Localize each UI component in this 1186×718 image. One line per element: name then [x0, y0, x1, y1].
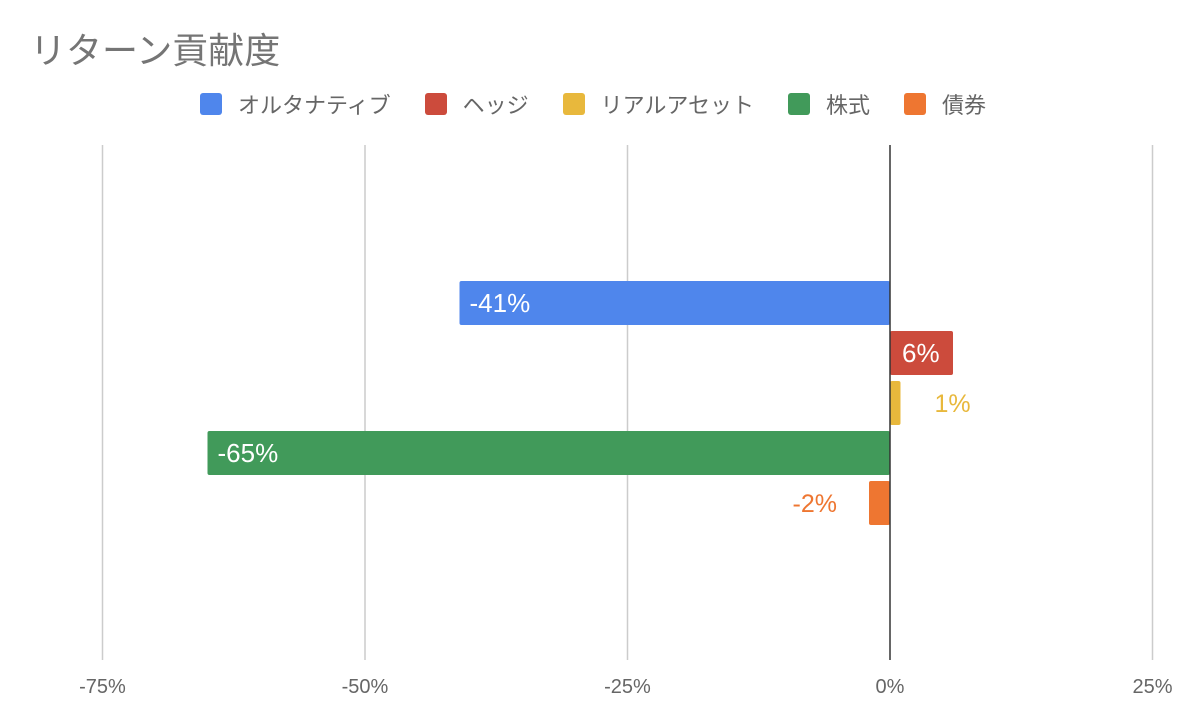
- x-tick-label: -25%: [604, 676, 651, 698]
- bar: [890, 331, 953, 375]
- legend-label: 株式: [826, 93, 871, 118]
- legend-swatch: [424, 93, 447, 115]
- legend-swatch: [199, 93, 222, 115]
- legend-swatch: [788, 93, 810, 115]
- bar: [459, 281, 890, 325]
- legend-label: リアルアセット: [600, 93, 754, 118]
- bar: [869, 481, 890, 525]
- legend-swatch: [562, 93, 585, 115]
- chart-title: リターン貢献度: [30, 30, 281, 71]
- data-label: 1%: [935, 390, 971, 418]
- legend-label: オルタナティブ: [237, 93, 391, 118]
- bar: [890, 381, 901, 425]
- data-label: -41%: [470, 288, 531, 318]
- x-tick-label: 25%: [1132, 676, 1172, 698]
- data-label: -2%: [793, 490, 837, 518]
- legend: オルタナティブ ヘッジ リアルアセット 株式 債券: [0, 88, 1186, 120]
- legend-item: リアルアセット: [562, 88, 754, 120]
- x-tick-label: -50%: [342, 676, 389, 698]
- data-label: 6%: [902, 338, 940, 368]
- legend-item: ヘッジ: [424, 88, 529, 120]
- bar: [207, 431, 890, 475]
- legend-item: オルタナティブ: [199, 88, 391, 120]
- legend-item: 債券: [904, 88, 986, 120]
- legend-label: ヘッジ: [462, 93, 529, 118]
- legend-swatch: [904, 93, 927, 115]
- x-tick-label: 0%: [876, 676, 905, 698]
- x-tick-label: -75%: [79, 676, 126, 698]
- legend-item: 株式: [788, 88, 870, 120]
- data-label: -65%: [218, 438, 279, 468]
- legend-label: 債券: [942, 93, 987, 118]
